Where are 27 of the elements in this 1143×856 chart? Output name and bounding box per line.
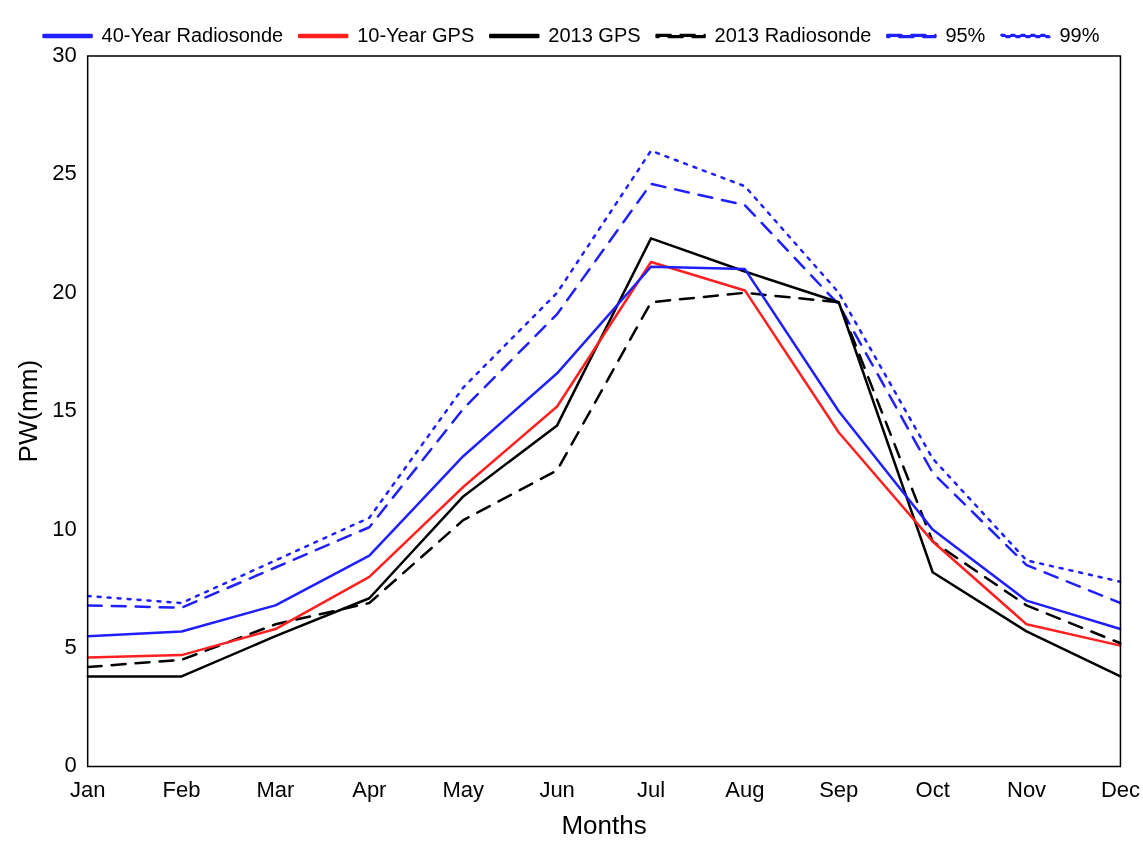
x-tick-label: Jul (636, 776, 666, 802)
y-tick-label: 10 (52, 515, 77, 541)
x-tick-label: Aug (725, 776, 765, 802)
x-tick-label: Apr (352, 776, 387, 802)
y-tick-label: 30 (52, 42, 77, 68)
y-tick-label: 25 (52, 160, 77, 186)
legend-label: 2013 Radiosonde (714, 23, 872, 46)
x-axis-title: Months (561, 809, 647, 840)
y-tick-label: 5 (64, 634, 77, 660)
legend-label: 2013 GPS (548, 23, 641, 46)
x-tick-label: Dec (1100, 776, 1140, 802)
legend-label: 95% (945, 23, 986, 46)
legend-label: 99% (1059, 23, 1100, 46)
legend-label: 10-Year GPS (357, 23, 475, 46)
y-tick-label: 0 (64, 752, 77, 778)
y-tick-label: 15 (52, 397, 77, 423)
x-tick-label: Mar (256, 776, 295, 802)
y-axis-title: PW(mm) (12, 359, 43, 463)
x-tick-label: Jan (69, 776, 106, 802)
y-tick-label: 20 (52, 278, 77, 304)
x-tick-label: Oct (915, 776, 950, 802)
x-tick-label: May (442, 776, 484, 802)
x-tick-label: Nov (1006, 776, 1047, 802)
x-tick-label: Jun (539, 776, 575, 802)
x-tick-label: Sep (819, 776, 859, 802)
x-tick-label: Feb (162, 776, 201, 802)
legend-label: 40-Year Radiosonde (101, 23, 284, 46)
